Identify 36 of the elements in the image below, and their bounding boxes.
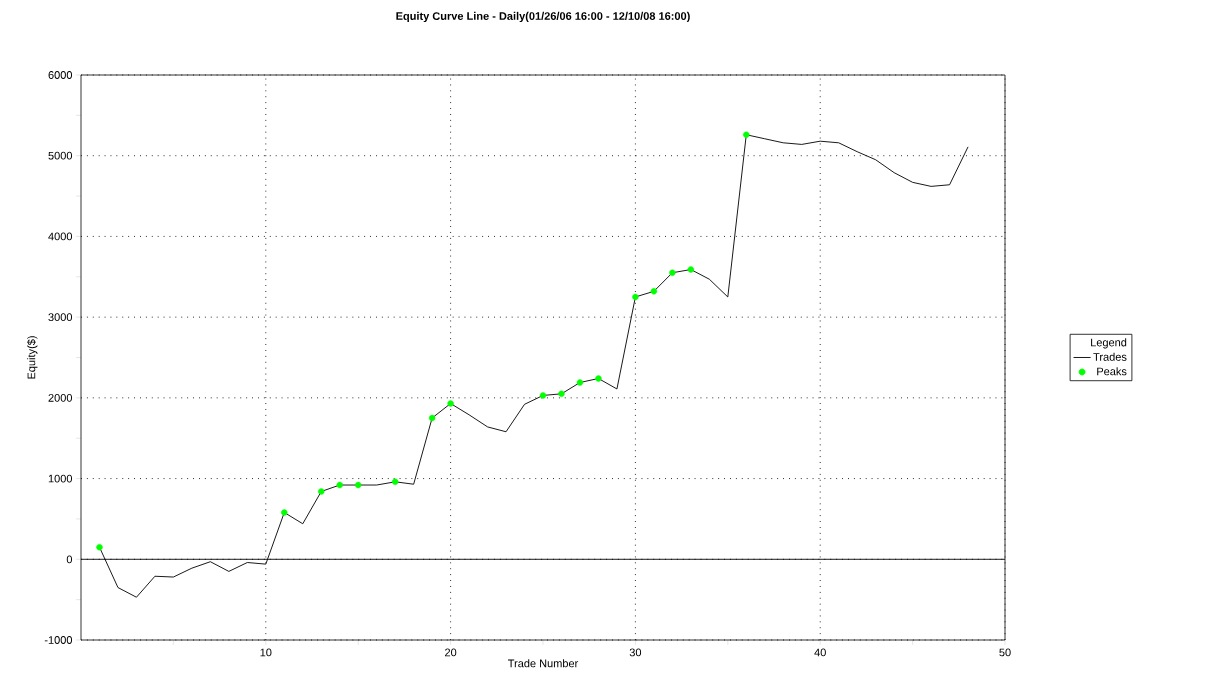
- y-tick-label: 2000: [48, 393, 73, 402]
- y-tick-label: 3000: [48, 313, 73, 322]
- x-axis-title: Trade Number: [508, 659, 579, 668]
- legend-label: Trades: [1093, 352, 1127, 361]
- point: [318, 488, 325, 495]
- point: [447, 400, 454, 407]
- point: [281, 509, 288, 516]
- x-tick-label: 40: [814, 648, 826, 657]
- point: [576, 379, 584, 386]
- y-tick-label: 0: [66, 555, 73, 564]
- point: [336, 481, 343, 489]
- x-tick-label: 30: [629, 648, 642, 657]
- y-axis-title: Equity($): [27, 336, 38, 379]
- y-tick-label: 4000: [48, 232, 73, 241]
- point: [539, 392, 547, 399]
- x-tick-label: 50: [999, 648, 1011, 657]
- point: [743, 131, 750, 138]
- legend-title: Legend: [1091, 338, 1127, 349]
- point: [428, 414, 436, 422]
- x-tick-label: 10: [260, 648, 272, 657]
- point: [558, 390, 565, 398]
- y-tick-label: -1000: [44, 636, 73, 644]
- point: [355, 481, 362, 489]
- point: [96, 543, 103, 551]
- point: [595, 375, 602, 382]
- y-tick-label: 1000: [48, 474, 73, 483]
- point: [650, 288, 658, 295]
- y-tick-label: 6000: [48, 71, 73, 79]
- chart-title: Equity Curve Line - Daily(01/26/06 16:00 - 12/10/08 16:00): [396, 11, 690, 23]
- x-tick-label: 20: [445, 648, 457, 657]
- point: [669, 269, 676, 276]
- point: [391, 478, 399, 485]
- legend-label: Peaks: [1097, 367, 1127, 376]
- point: [632, 293, 639, 301]
- point: [687, 266, 695, 273]
- y-tick-label: 5000: [48, 151, 73, 160]
